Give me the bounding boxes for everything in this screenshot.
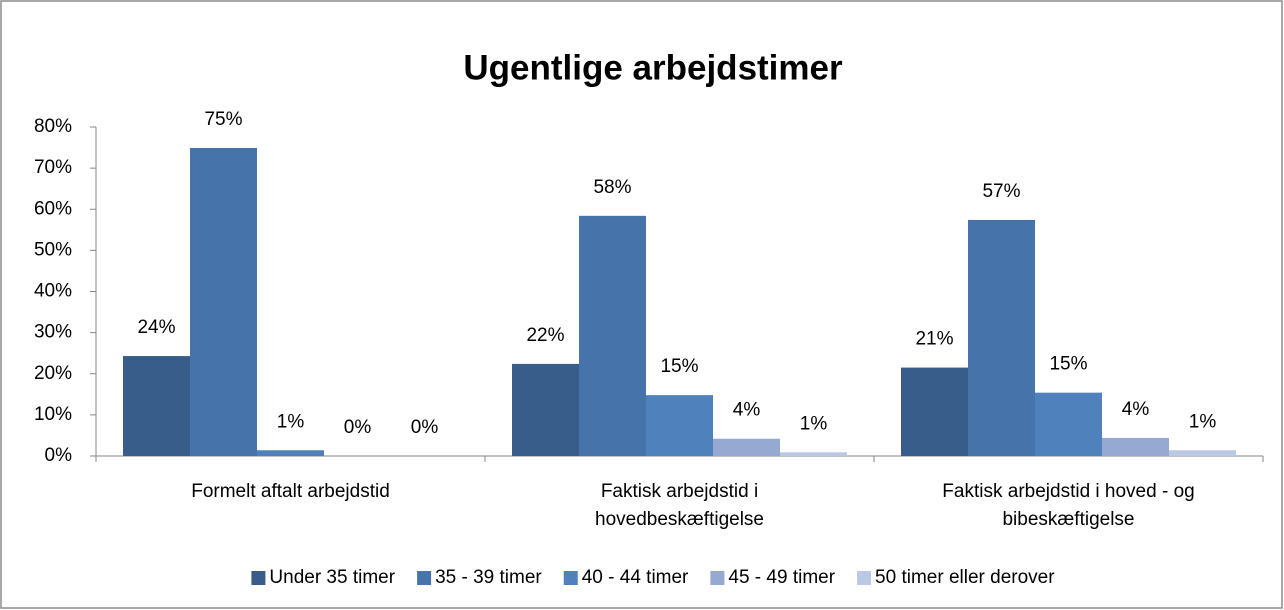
y-tick-label: 0% [45,445,73,466]
value-label: 58% [593,177,631,198]
x-tick-label: Faktisk arbejdstid i hovedbeskæftigelse [595,481,764,530]
bar [257,450,324,456]
value-label: 0% [411,417,439,438]
bar [968,219,1035,456]
legend-swatch [857,571,872,585]
value-label: 4% [733,400,761,421]
value-label: 21% [915,329,953,350]
legend-label: 50 timer eller derover [875,567,1055,588]
value-label: 1% [1189,411,1217,432]
legend-label: 45 - 49 timer [728,567,835,588]
bar [780,452,847,456]
value-label: 1% [277,411,305,432]
bar [713,438,780,456]
value-label: 15% [1049,354,1087,375]
x-tick-label: Faktisk arbejdstid i hoved - og bibeskæf… [942,481,1195,530]
bar [512,363,579,456]
y-tick-label: 10% [34,404,72,425]
chart-title: Ugentlige arbejdstimer [463,48,843,87]
value-label: 75% [204,109,242,130]
bar [1169,450,1236,456]
legend-swatch [251,571,266,585]
value-label: 15% [660,356,698,377]
y-tick-label: 20% [34,363,72,384]
bar [579,215,646,456]
y-tick-label: 80% [34,116,72,137]
y-tick-label: 50% [34,239,72,260]
legend-swatch [417,571,432,585]
legend-label: 40 - 44 timer [582,567,689,588]
value-label: 57% [982,181,1020,202]
legend-label: 35 - 39 timer [435,567,542,588]
bar [1102,437,1169,456]
value-label: 1% [800,413,828,434]
bar [190,147,257,456]
bar [646,395,713,456]
y-tick-label: 70% [34,157,72,178]
value-label: 0% [344,417,372,438]
legend-label: Under 35 timer [269,567,395,588]
value-label: 24% [137,317,175,338]
y-tick-label: 40% [34,281,72,302]
bar [1035,392,1102,456]
legend-swatch [563,571,578,585]
bar [123,356,190,456]
y-tick-label: 60% [34,198,72,219]
legend-swatch [710,571,725,585]
x-tick-label: Formelt aftalt arbejdstid [191,481,390,502]
value-label: 4% [1122,399,1150,420]
value-label: 22% [526,325,564,346]
y-tick-label: 30% [34,322,72,343]
bar [901,367,968,456]
